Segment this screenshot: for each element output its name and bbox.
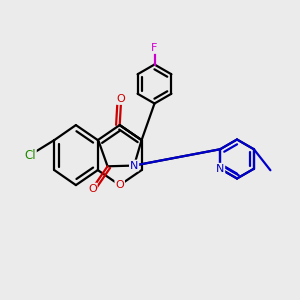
Text: N: N	[216, 164, 224, 174]
Text: Cl: Cl	[24, 148, 36, 162]
Text: O: O	[115, 180, 124, 190]
Text: F: F	[151, 43, 158, 53]
Text: N: N	[130, 160, 138, 171]
Text: O: O	[88, 184, 97, 194]
Text: O: O	[117, 94, 126, 104]
